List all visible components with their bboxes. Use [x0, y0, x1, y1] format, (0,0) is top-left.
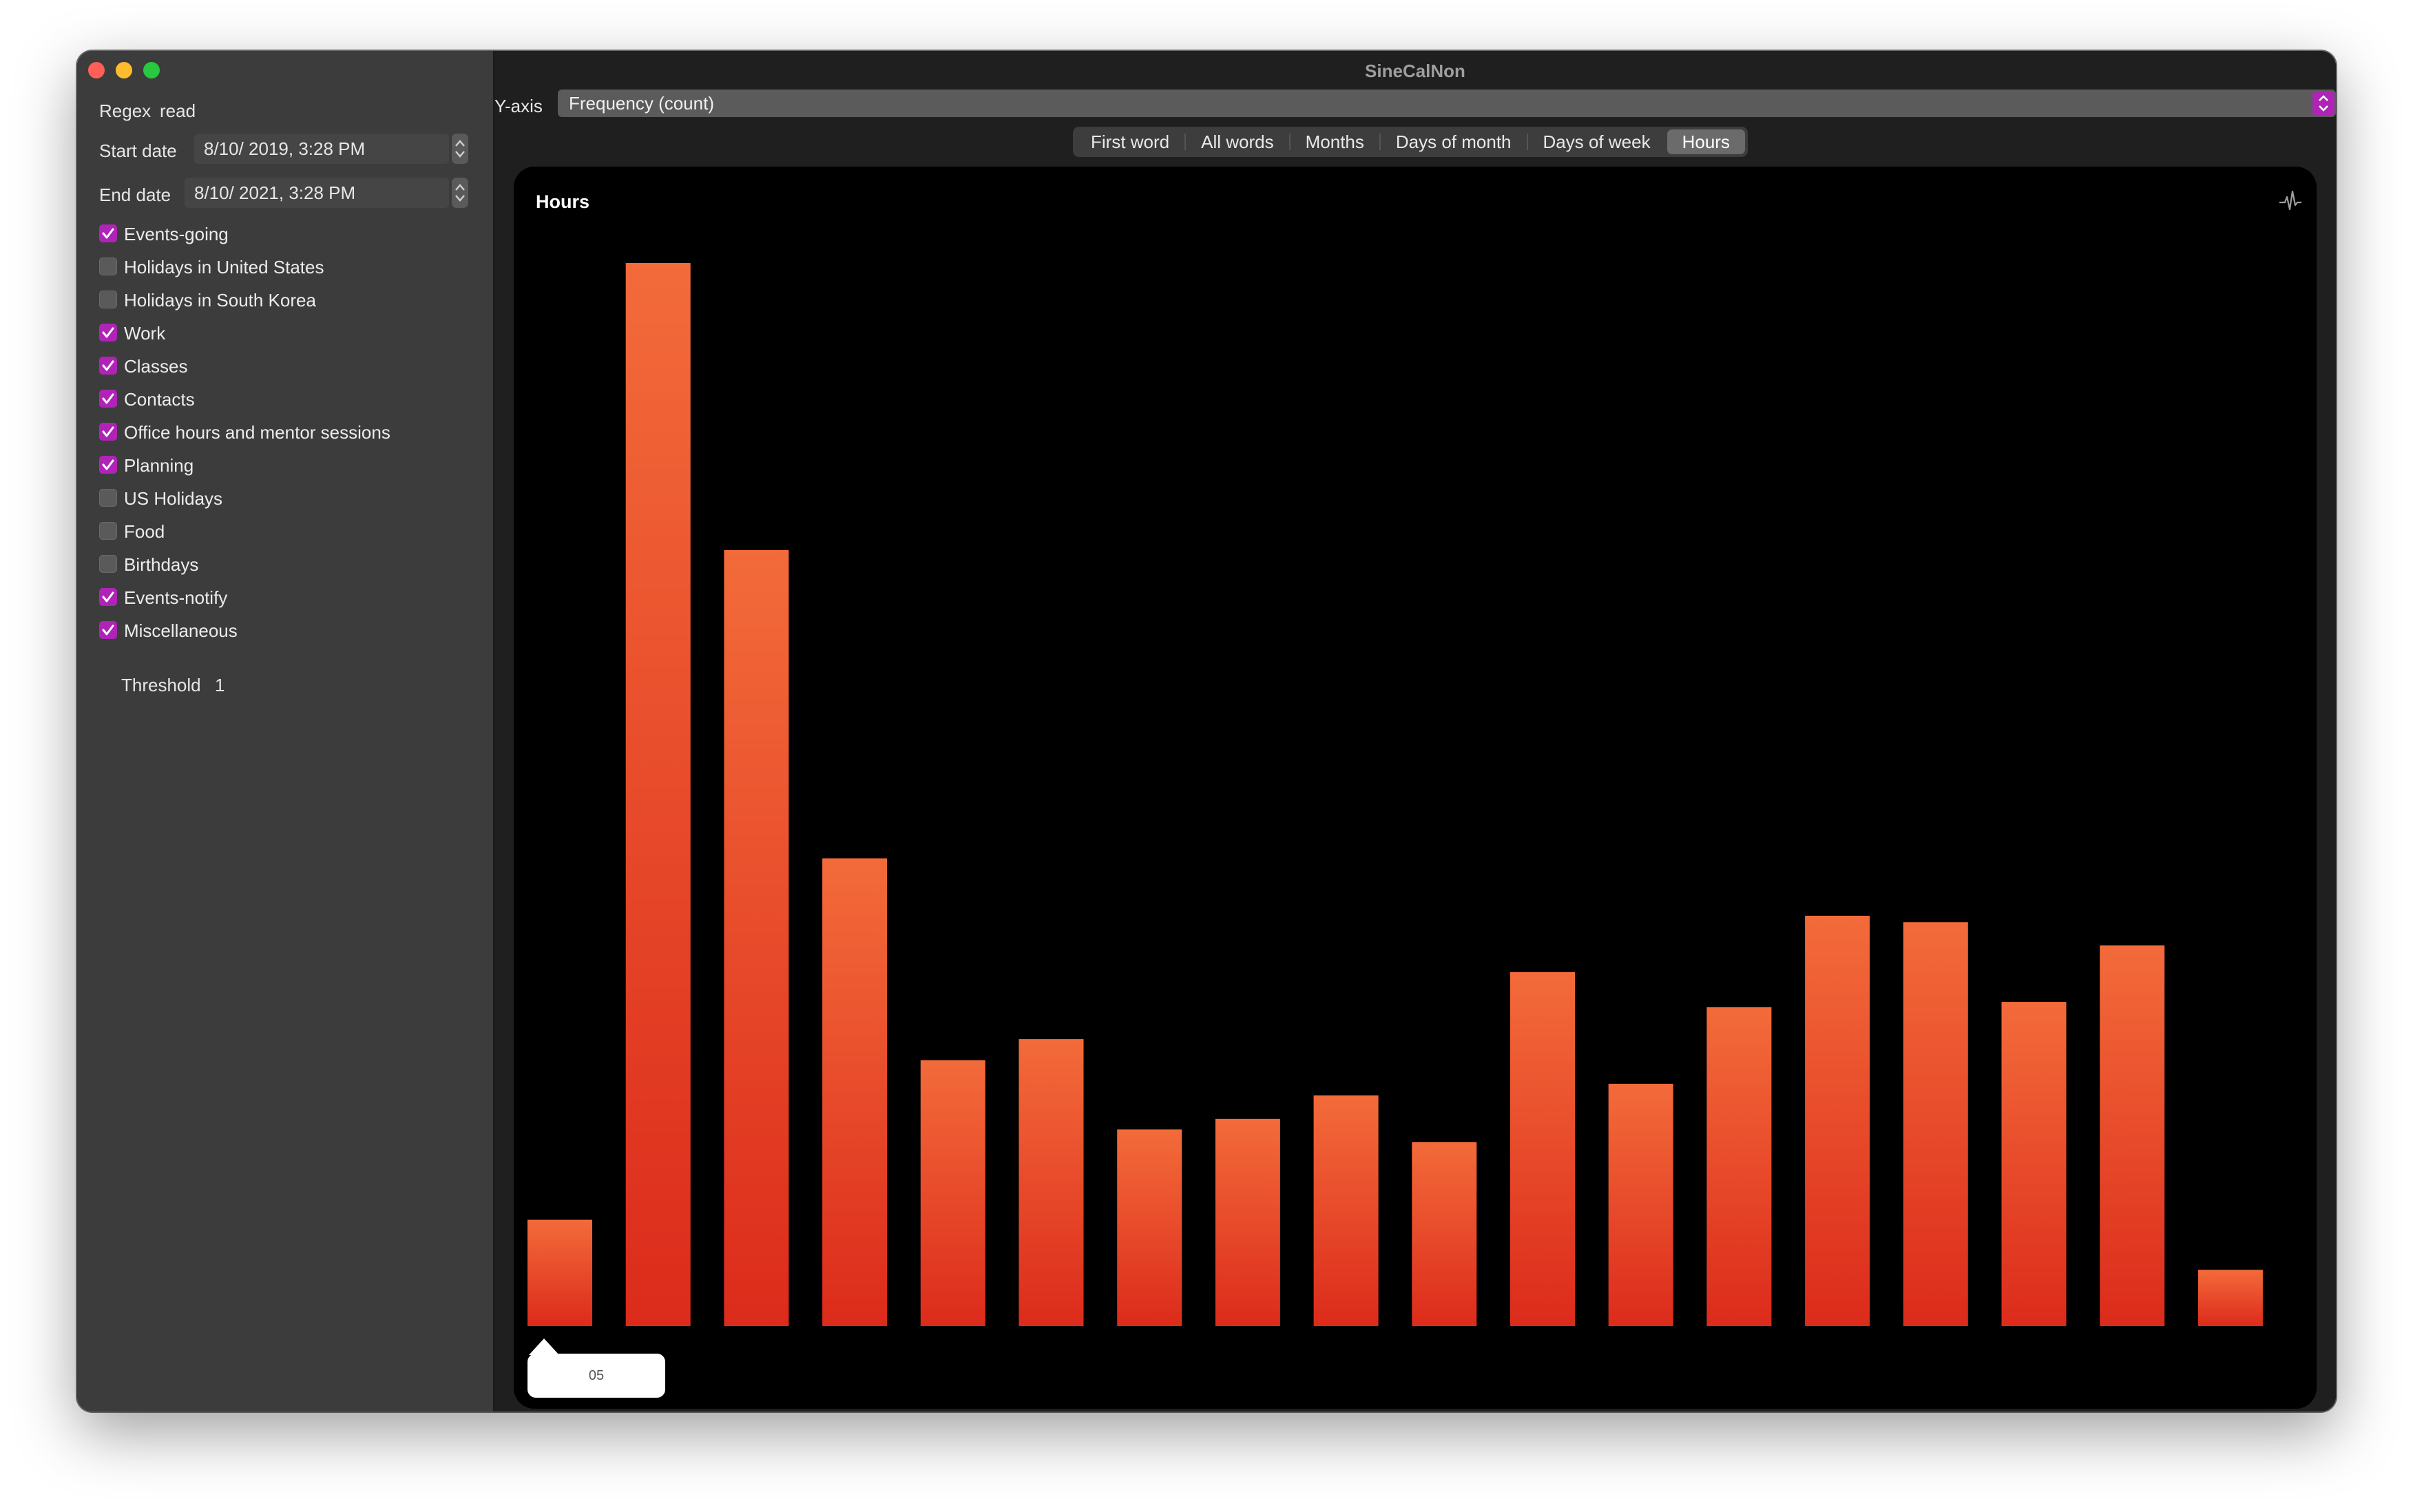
start-date-field[interactable]: 8/10/ 2019, 3:28 PM	[194, 134, 449, 164]
calendar-label: Events-notify	[124, 587, 228, 608]
checkmark-icon	[102, 393, 114, 404]
minimize-window-button[interactable]	[116, 62, 132, 78]
calendar-label: Planning	[124, 455, 194, 476]
end-date-label: End date	[99, 185, 171, 205]
end-date-stepper[interactable]	[452, 178, 468, 208]
checkbox[interactable]	[99, 489, 117, 507]
tab-days-of-week[interactable]: Days of week	[1543, 132, 1651, 152]
calendar-label: Miscellaneous	[124, 620, 238, 641]
chart-panel: Hours 05	[514, 167, 2317, 1409]
calendar-label: Contacts	[124, 389, 195, 410]
tab-first-word[interactable]: First word	[1091, 132, 1170, 152]
bar-18[interactable]	[1805, 916, 1870, 1326]
bar-15[interactable]	[1510, 972, 1575, 1326]
bar-17[interactable]	[1706, 1007, 1772, 1326]
tab-divider	[1526, 134, 1528, 150]
calendar-label: Food	[124, 521, 165, 542]
bar-10[interactable]	[1019, 1039, 1084, 1326]
window-title: SineCalNon	[1365, 61, 1465, 81]
bar-20[interactable]	[2001, 1002, 2067, 1326]
bar-11[interactable]	[1117, 1129, 1182, 1326]
bar-08[interactable]	[822, 858, 888, 1326]
threshold-label: Threshold	[121, 675, 201, 695]
bar-14[interactable]	[1412, 1142, 1477, 1326]
chart-title: Hours	[536, 191, 590, 212]
main-area: SineCalNon Y-axis Frequency (count) Firs…	[494, 51, 2336, 1411]
tab-divider	[1184, 134, 1187, 150]
bar-13[interactable]	[1313, 1095, 1379, 1326]
checkbox[interactable]	[99, 621, 117, 639]
calendar-label: Classes	[124, 356, 188, 377]
checkmark-icon	[102, 360, 114, 371]
calendar-label: Holidays in United States	[124, 257, 324, 277]
tab-months[interactable]: Months	[1305, 132, 1364, 152]
bar-06[interactable]	[625, 263, 691, 1326]
sidebar: Regex read Start date 8/10/ 2019, 3:28 P…	[77, 51, 494, 1411]
checkbox[interactable]	[99, 555, 117, 573]
calendar-label: Work	[124, 323, 166, 344]
calendar-label: Holidays in South Korea	[124, 290, 316, 311]
checkmark-icon	[102, 327, 114, 338]
tab-hours[interactable]: Hours	[1667, 129, 1745, 154]
tab-days-of-month[interactable]: Days of month	[1395, 132, 1512, 152]
tab-bar: First word All words Months Days of month Da…	[1073, 127, 1748, 157]
calendar-label: Events-going	[124, 224, 229, 244]
checkbox[interactable]	[99, 258, 117, 275]
bar-16[interactable]	[1608, 1084, 1673, 1326]
tab-all-words[interactable]: All words	[1201, 132, 1274, 152]
calendar-label: US Holidays	[124, 488, 223, 509]
tab-divider	[1288, 134, 1291, 150]
checkbox[interactable]	[99, 423, 117, 441]
checkbox[interactable]	[99, 522, 117, 540]
checkmark-icon	[102, 591, 114, 602]
checkmark-icon	[102, 228, 114, 239]
bar-05[interactable]	[527, 1219, 592, 1326]
regex-label: Regex	[99, 101, 152, 121]
bar-tooltip: 05	[527, 1354, 665, 1398]
bar-09[interactable]	[920, 1060, 985, 1326]
select-arrows-icon[interactable]	[2312, 91, 2334, 116]
checkmark-icon	[102, 459, 114, 470]
bar-19[interactable]	[1903, 922, 1968, 1326]
checkmark-icon	[102, 624, 114, 636]
bar-07[interactable]	[724, 549, 789, 1326]
checkbox[interactable]	[99, 224, 117, 242]
tab-divider	[1379, 134, 1381, 150]
checkbox[interactable]	[99, 456, 117, 474]
yaxis-select[interactable]: Frequency (count)	[558, 90, 2336, 117]
checkbox[interactable]	[99, 357, 117, 375]
yaxis-label: Y-axis	[494, 96, 543, 116]
threshold-value[interactable]: 1	[215, 675, 225, 695]
waveform-icon[interactable]	[2277, 187, 2304, 215]
calendar-label: Birthdays	[124, 554, 199, 575]
bar-12[interactable]	[1215, 1118, 1280, 1326]
checkmark-icon	[102, 426, 114, 437]
tooltip-pointer	[529, 1338, 559, 1355]
zoom-window-button[interactable]	[143, 62, 160, 78]
bar-22[interactable]	[2197, 1270, 2263, 1326]
checkbox[interactable]	[99, 291, 117, 308]
stepper-arrows-icon	[455, 140, 465, 158]
bar-21[interactable]	[2100, 945, 2165, 1326]
start-date-label: Start date	[99, 140, 177, 161]
bar-chart	[527, 263, 2263, 1326]
close-window-button[interactable]	[88, 62, 105, 78]
start-date-stepper[interactable]	[452, 134, 468, 164]
end-date-field[interactable]: 8/10/ 2021, 3:28 PM	[185, 178, 449, 208]
calendar-label: Office hours and mentor sessions	[124, 422, 390, 443]
checkbox[interactable]	[99, 390, 117, 408]
stepper-arrows-icon	[455, 184, 465, 202]
regex-input[interactable]: read	[160, 101, 196, 121]
checkbox[interactable]	[99, 324, 117, 342]
app-window: Regex read Start date 8/10/ 2019, 3:28 P…	[77, 51, 2336, 1411]
checkbox[interactable]	[99, 588, 117, 606]
